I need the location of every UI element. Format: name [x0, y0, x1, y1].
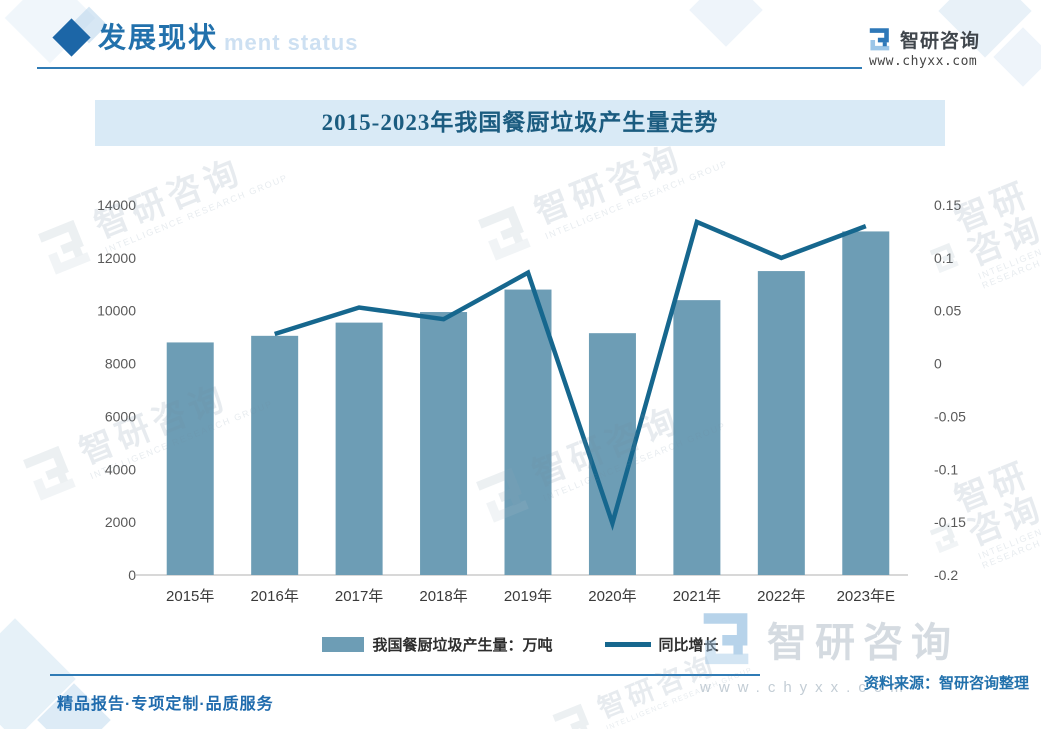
corner-diamond-decoration — [689, 0, 763, 47]
svg-text:8000: 8000 — [105, 356, 136, 372]
svg-text:0.05: 0.05 — [934, 303, 961, 319]
legend-bar-label: 我国餐厨垃圾产生量：万吨 — [372, 637, 553, 654]
legend-item-bar: 我国餐厨垃圾产生量：万吨 — [322, 634, 553, 655]
svg-text:2023年E: 2023年E — [837, 588, 895, 605]
watermark-logo-icon — [920, 507, 968, 568]
section-title: 发展现状 — [98, 23, 219, 54]
brand-name: 智研咨询 — [900, 31, 981, 52]
zhiyan-logo-icon — [866, 26, 893, 53]
watermark-logo-icon — [14, 438, 84, 508]
footer-watermark-site: www.chyxx.com — [700, 679, 911, 696]
watermark-logo-icon — [695, 608, 757, 670]
svg-text:0.1: 0.1 — [934, 250, 954, 266]
svg-text:14000: 14000 — [97, 197, 136, 213]
watermark-logo-icon — [469, 198, 539, 268]
svg-text:6000: 6000 — [105, 408, 136, 424]
brand-website: www.chyxx.com — [869, 54, 978, 69]
legend-line-swatch — [604, 642, 651, 647]
svg-text:0: 0 — [934, 356, 942, 372]
svg-text:2018年: 2018年 — [419, 588, 467, 605]
chart-legend: 我国餐厨垃圾产生量：万吨 同比增长 — [0, 634, 1041, 655]
header-faded-subtitle: ment status — [224, 30, 359, 55]
svg-text:4000: 4000 — [105, 461, 136, 477]
svg-text:12000: 12000 — [97, 250, 136, 266]
chart-title-band: 2015-2023年我国餐厨垃圾产生量走势 — [95, 100, 945, 146]
brand-lockup: 智研咨询 — [866, 26, 980, 53]
header-divider — [37, 67, 862, 69]
svg-text:2021年: 2021年 — [673, 588, 721, 605]
watermark-logo-icon — [546, 698, 602, 729]
footer-divider — [50, 674, 760, 676]
footer-watermark-brand: 智研咨询 — [767, 621, 959, 665]
legend-line-label: 同比增长 — [658, 637, 719, 654]
svg-text:2015年: 2015年 — [166, 588, 214, 605]
svg-text:0: 0 — [128, 567, 136, 583]
svg-text:10000: 10000 — [97, 303, 136, 319]
svg-text:-0.05: -0.05 — [934, 408, 966, 424]
svg-text:-0.15: -0.15 — [934, 514, 966, 530]
watermark-logo-icon — [29, 212, 99, 282]
footer-tagline: 精品报告·专项定制·品质服务 — [57, 696, 274, 713]
svg-text:2022年: 2022年 — [757, 588, 805, 605]
svg-text:2020年: 2020年 — [588, 588, 636, 605]
legend-item-line: 同比增长 — [604, 634, 719, 655]
svg-text:-0.1: -0.1 — [934, 461, 958, 477]
svg-text:2019年: 2019年 — [504, 588, 552, 605]
svg-text:2016年: 2016年 — [250, 588, 298, 605]
combo-chart: 14000 12000 10000 8000 6000 4000 2000 0 0.15 0.1 0… — [0, 150, 1041, 620]
legend-bar-swatch — [322, 637, 365, 652]
svg-text:-0.2: -0.2 — [934, 567, 958, 583]
svg-text:2017年: 2017年 — [335, 588, 383, 605]
watermark-logo-icon — [467, 460, 537, 530]
svg-text:0.15: 0.15 — [934, 197, 961, 213]
chart-svg: 14000 12000 10000 8000 6000 4000 2000 0 0.15 0.1 0… — [97, 197, 966, 605]
footer-watermark: 智研咨询 — [695, 608, 959, 670]
data-source-note: 资料来源：智研咨询整理 — [863, 675, 1029, 692]
chart-title: 2015-2023年我国餐厨垃圾产生量走势 — [321, 110, 719, 135]
svg-text:2000: 2000 — [105, 514, 136, 530]
watermark-logo-icon — [920, 227, 968, 288]
